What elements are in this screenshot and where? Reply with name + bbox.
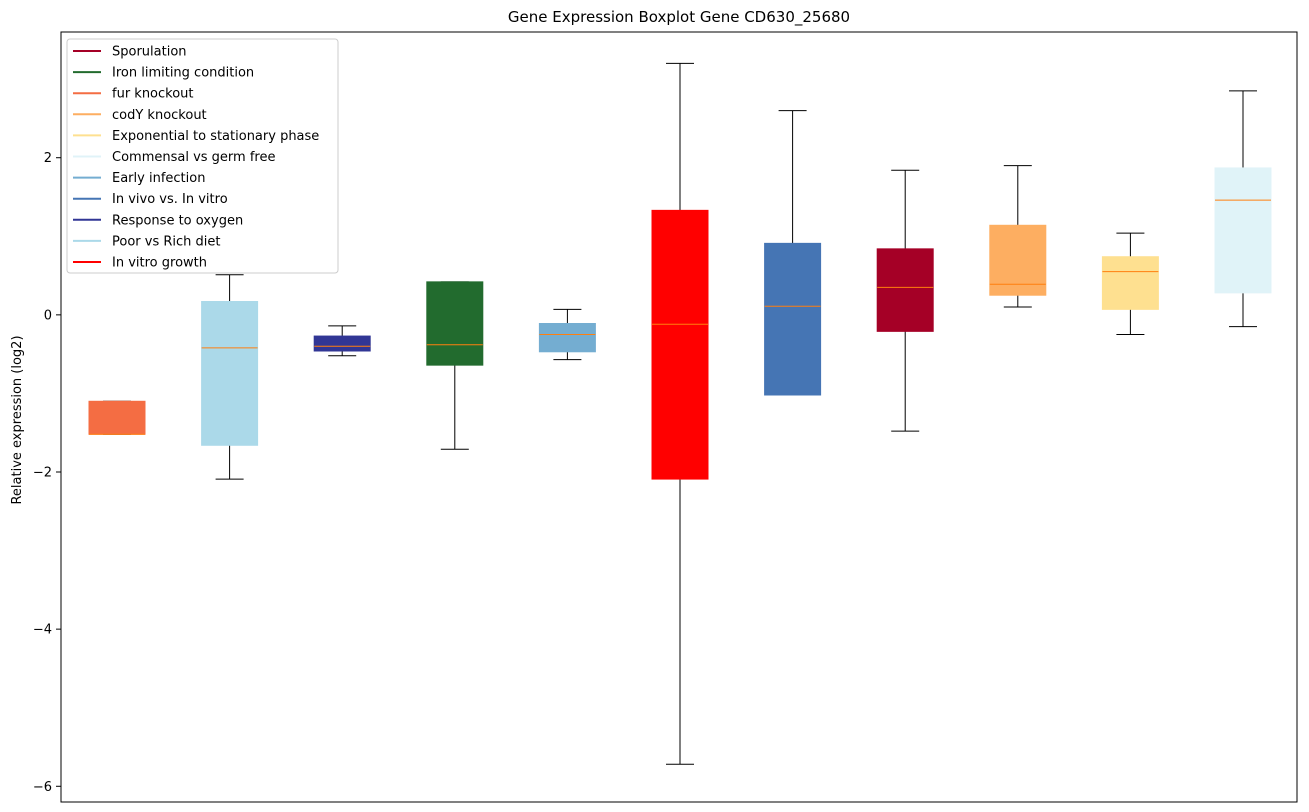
legend-label: In vitro growth <box>112 256 207 271</box>
box-plot-group <box>313 325 371 357</box>
box-body <box>1101 256 1159 310</box>
legend-label: codY knockout <box>112 108 207 123</box>
legend-label: Response to oxygen <box>112 213 243 228</box>
box-plot-group <box>201 274 259 480</box>
chart-title: Gene Expression Boxplot Gene CD630_25680 <box>508 8 850 27</box>
legend-label: Poor vs Rich diet <box>112 234 220 249</box>
box-body <box>764 242 822 396</box>
legend-frame <box>66 38 339 274</box>
y-tick-label: 2 <box>44 151 52 166</box>
legend-label: Exponential to stationary phase <box>112 129 319 144</box>
y-axis-title: Relative expression (log2) <box>10 335 25 504</box>
boxes-layer <box>88 62 1272 765</box>
legend-label: Sporulation <box>112 45 187 60</box>
y-axis: −6 −4 −2 0 2 <box>33 151 61 795</box>
legend-label: In vivo vs. In vitro <box>112 192 228 207</box>
box-plot-group <box>88 400 146 435</box>
box-plot-group <box>426 281 484 450</box>
plot-frame <box>60 31 1298 803</box>
legend-label: Early infection <box>112 171 205 186</box>
box-body <box>876 248 934 332</box>
box-plot-group <box>989 165 1047 308</box>
legend: Sporulation Iron limiting condition fur kn… <box>66 38 339 274</box>
y-tick-label: −4 <box>33 623 52 638</box>
box-body <box>538 323 596 353</box>
box-body <box>201 301 259 446</box>
box-body <box>88 400 146 435</box>
y-tick-label: −6 <box>33 780 52 795</box>
box-body <box>651 209 709 480</box>
legend-label: Iron limiting condition <box>112 66 254 81</box>
y-tick-label: 0 <box>44 308 52 323</box>
y-tick-label: −2 <box>33 466 52 481</box>
box-body <box>1214 167 1272 294</box>
box-body <box>989 224 1047 296</box>
box-plot-group <box>538 308 596 361</box>
box-body <box>313 335 371 352</box>
box-body <box>426 281 484 366</box>
legend-label: fur knockout <box>112 87 194 102</box>
box-plot-group <box>764 110 822 396</box>
box-plot-group <box>651 62 709 765</box>
legend-label: Commensal vs germ free <box>112 150 275 165</box>
box-plot-group <box>876 169 934 432</box>
box-plot-group <box>1101 232 1159 335</box>
box-plot-group <box>1214 90 1272 328</box>
